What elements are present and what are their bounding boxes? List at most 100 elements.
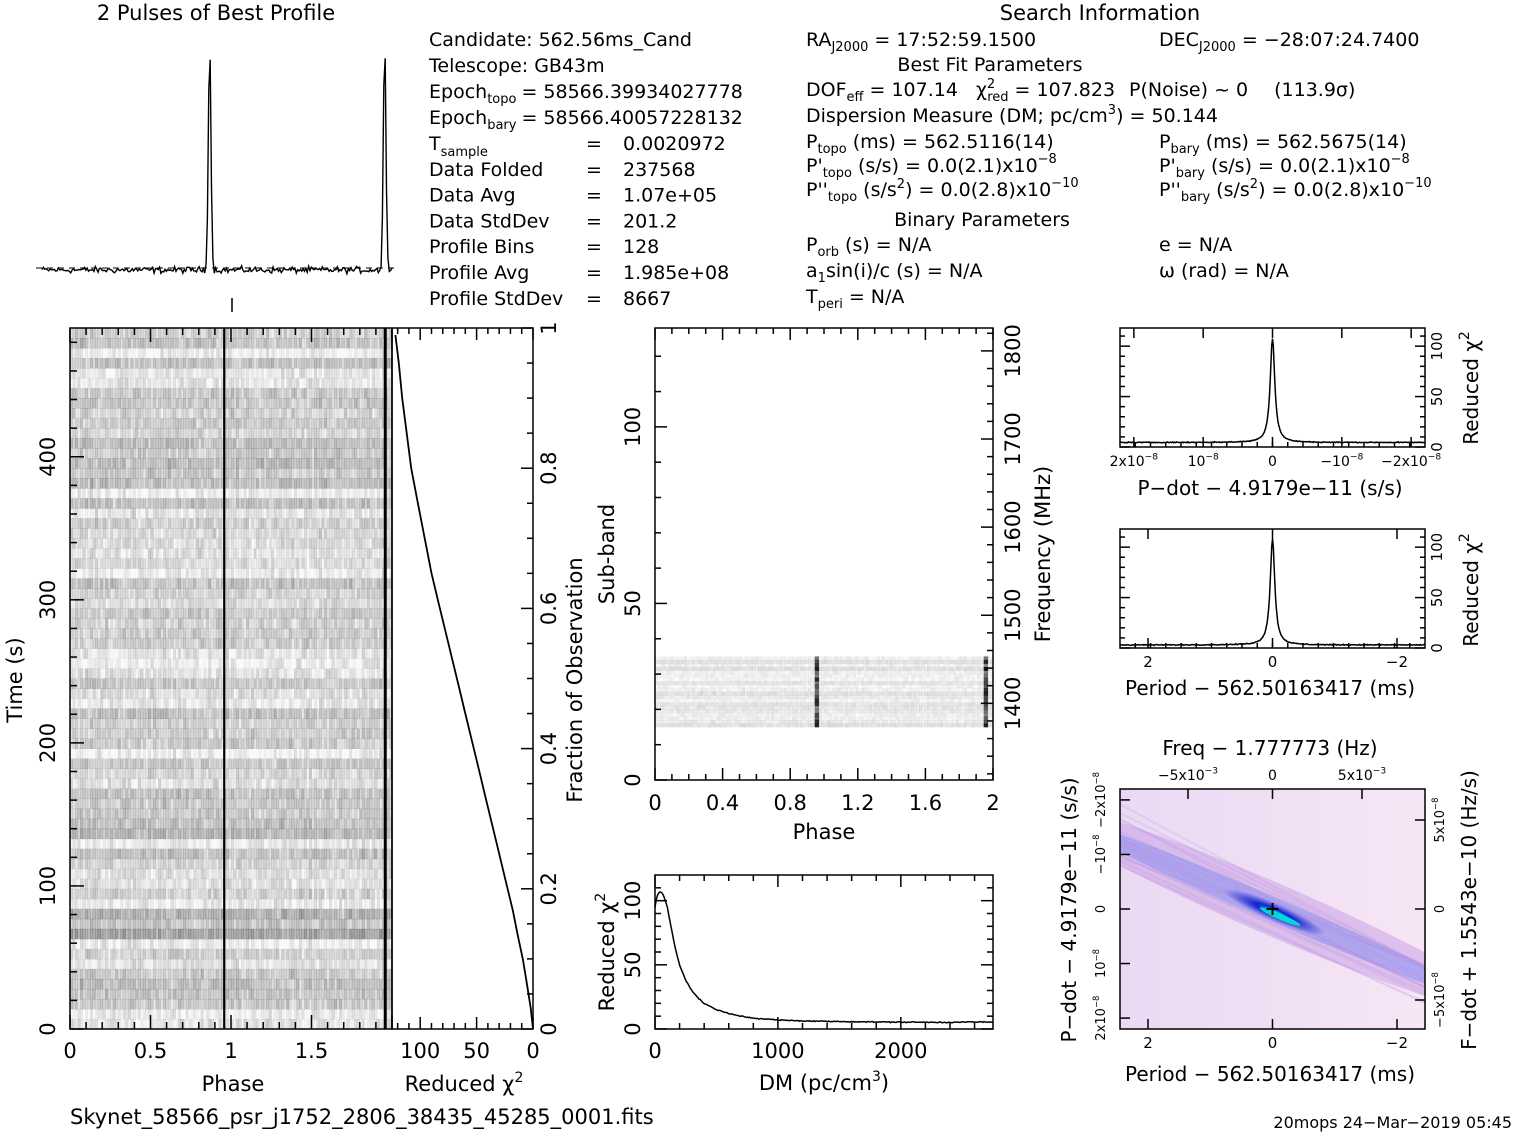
time-phase-cell <box>334 588 338 599</box>
time-phase-cell <box>231 358 234 369</box>
time-phase-cell <box>112 698 116 709</box>
time-phase-cell <box>153 618 156 629</box>
time-phase-cell <box>376 328 380 339</box>
time-phase-cell <box>125 598 129 609</box>
time-phase-cell <box>361 328 365 339</box>
time-phase-cell <box>193 618 197 629</box>
time-phase-cell <box>324 408 327 419</box>
time-phase-cell <box>218 588 222 599</box>
time-phase-cell <box>311 378 315 389</box>
time-phase-cell <box>180 438 184 449</box>
time-phase-cell <box>253 678 257 689</box>
time-phase-cell <box>376 458 380 469</box>
time-phase-cell <box>200 408 204 419</box>
time-phase-cell <box>102 438 106 449</box>
time-phase-cell <box>208 408 212 419</box>
time-phase-cell <box>331 568 335 579</box>
time-phase-cell <box>283 688 287 699</box>
time-phase-cell <box>183 528 187 539</box>
time-phase-cell <box>150 598 154 609</box>
time-phase-cell <box>127 688 131 699</box>
time-phase-cell <box>205 508 209 519</box>
time-phase-cell <box>127 598 131 609</box>
time-phase-cell <box>193 538 197 549</box>
time-phase-cell <box>236 608 239 619</box>
time-phase-cell <box>246 468 250 479</box>
time-phase-cell <box>259 488 262 498</box>
time-phase-cell <box>266 528 270 539</box>
time-phase-cell <box>208 588 212 599</box>
time-phase-cell <box>95 408 99 419</box>
time-phase-cell <box>248 428 252 439</box>
time-phase-cell <box>366 388 370 399</box>
time-phase-cell <box>316 578 320 589</box>
time-phase-cell <box>83 508 86 518</box>
time-phase-cell <box>351 488 355 499</box>
time-phase-cell <box>374 368 378 379</box>
time-phase-cell <box>163 578 166 589</box>
time-phase-cell <box>261 468 265 479</box>
time-phase-cell <box>220 508 224 519</box>
time-phase-cell <box>158 398 161 409</box>
time-phase-cell <box>339 488 343 499</box>
time-phase-cell <box>112 328 116 339</box>
time-phase-cell <box>241 508 244 519</box>
time-phase-cell <box>283 458 287 469</box>
time-phase-cell <box>163 468 166 479</box>
time-phase-cell <box>351 658 355 669</box>
time-phase-cell <box>361 408 365 419</box>
time-phase-cell <box>200 498 204 509</box>
time-phase-cell <box>92 618 96 629</box>
time-phase-cell <box>359 468 363 479</box>
time-phase-cell <box>75 608 78 619</box>
time-phase-cell <box>183 648 187 659</box>
time-phase-cell <box>122 568 126 579</box>
dm-line: Dispersion Measure (DM; pc/cm3) = 50.144 <box>806 103 1218 127</box>
time-phase-cell <box>311 588 315 599</box>
time-phase-cell <box>100 498 104 509</box>
time-phase-cell <box>359 648 363 659</box>
time-phase-cell <box>231 408 234 419</box>
time-phase-cell <box>381 488 385 499</box>
time-phase-cell <box>92 588 96 599</box>
time-phase-cell <box>233 598 237 609</box>
time-phase-cell <box>369 498 373 509</box>
time-phase-cell <box>336 428 340 439</box>
time-phase-cell <box>208 528 212 539</box>
time-phase-cell <box>374 518 378 529</box>
time-phase-cell <box>243 418 247 429</box>
time-phase-cell <box>225 688 229 699</box>
time-phase-cell <box>364 388 368 399</box>
time-phase-cell <box>273 608 277 619</box>
time-phase-cell <box>366 618 370 629</box>
time-phase-cell <box>92 708 96 719</box>
time-phase-cell <box>349 358 353 369</box>
time-phase-cell <box>92 448 96 459</box>
time-phase-cell <box>316 648 320 659</box>
time-phase-cell <box>95 328 99 339</box>
time-phase-cell <box>198 358 202 369</box>
time-phase-cell <box>331 358 335 369</box>
time-phase-cell <box>334 468 338 479</box>
time-phase-cell <box>381 578 385 589</box>
time-phase-cell <box>132 398 136 409</box>
time-phase-cell <box>258 518 262 529</box>
time-phase-cell <box>293 588 297 599</box>
time-phase-cell <box>281 528 285 539</box>
time-phase-cell <box>225 568 229 579</box>
dec-line: DECJ2000 = −28:07:24.7400 <box>1159 29 1419 55</box>
time-phase-cell <box>324 338 327 349</box>
time-phase-cell <box>241 518 244 529</box>
time-phase-cell <box>386 488 390 499</box>
time-phase-cell <box>92 528 96 539</box>
time-phase-cell <box>364 328 368 339</box>
time-phase-cell <box>256 408 260 419</box>
time-phase-cell <box>92 348 96 359</box>
time-phase-cell <box>321 638 325 649</box>
time-phase-cell <box>268 638 272 649</box>
time-phase-cell <box>288 658 292 669</box>
time-phase-cell <box>243 688 247 699</box>
time-phase-cell <box>263 428 267 439</box>
time-phase-cell <box>379 508 383 519</box>
time-phase-cell <box>276 688 280 699</box>
